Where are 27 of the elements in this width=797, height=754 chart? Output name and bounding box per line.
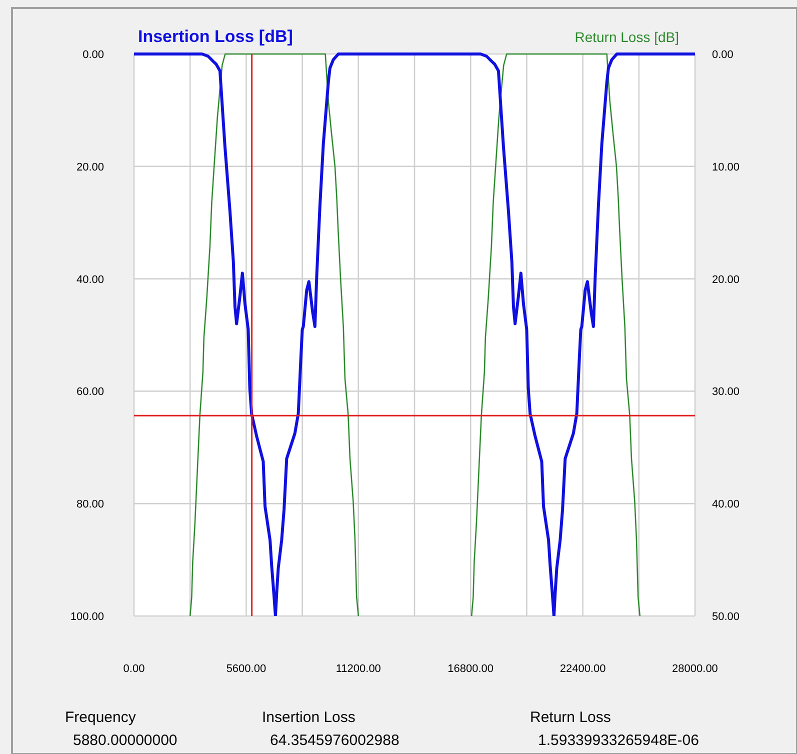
x-tick-label: 16800.00	[448, 663, 494, 675]
text: Return Loss	[530, 709, 611, 726]
text: 5880.00000000	[73, 732, 178, 749]
y2-tick-label: 20.00	[712, 274, 740, 286]
series-label: Insertion Loss [dB]	[138, 27, 293, 46]
y-tick-label: 60.00	[76, 386, 104, 398]
y2-tick-label: 40.00	[712, 498, 740, 511]
x-tick-label: 28000.00	[672, 663, 718, 675]
y-tick-label: 20.00	[76, 161, 104, 174]
y2-tick-label: 0.00	[712, 49, 734, 61]
x-tick-label: 5600.00	[226, 663, 266, 675]
text: 64.3545976002988	[270, 732, 400, 749]
series-label: Return Loss [dB]	[574, 29, 679, 45]
y2-tick-label: 30.00	[712, 386, 740, 398]
x-tick-label: 0.00	[123, 663, 145, 675]
y2-tick-label: 50.00	[712, 611, 740, 623]
text: 1.59339933265948E-06	[538, 732, 699, 749]
y-tick-label: 80.00	[76, 498, 104, 511]
line-series	[134, 52, 695, 616]
y-tick-label: 40.00	[76, 274, 104, 286]
text: Frequency	[65, 709, 136, 726]
y2-tick-label: 10.00	[712, 161, 740, 174]
y-tick-label: 100.00	[70, 611, 104, 623]
y-tick-label: 0.00	[82, 49, 104, 61]
text: Insertion Loss	[262, 709, 356, 726]
x-tick-label: 11200.00	[336, 663, 381, 675]
x-tick-label: 22400.00	[560, 663, 606, 675]
